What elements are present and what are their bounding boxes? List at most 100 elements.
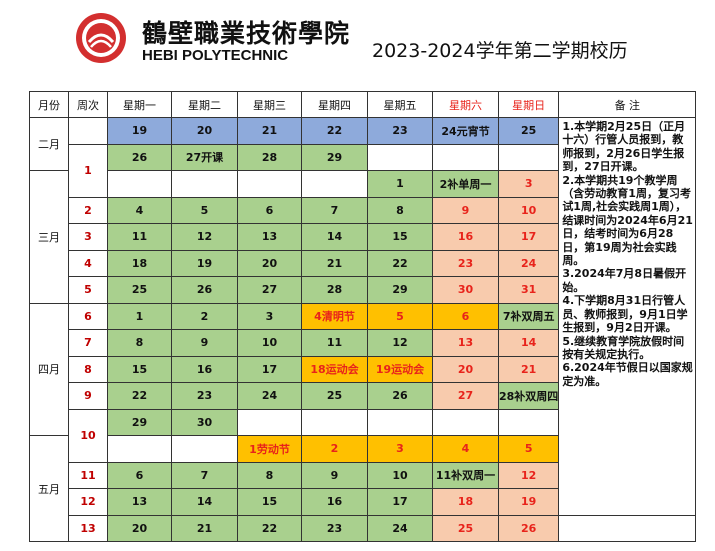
- day-cell: [433, 144, 499, 171]
- day-cell: [172, 171, 238, 198]
- day-cell: 6: [433, 303, 499, 330]
- day-cell: 10: [238, 330, 302, 357]
- day-cell: 28补双周四: [499, 383, 559, 410]
- day-cell: 23: [302, 515, 368, 542]
- week-cell: 9: [69, 383, 108, 410]
- day-cell: 29: [368, 277, 433, 304]
- week-cell: 11: [69, 462, 108, 489]
- day-cell: 24: [368, 515, 433, 542]
- day-cell: 27开课: [172, 144, 238, 171]
- day-cell: 25: [433, 515, 499, 542]
- school-emblem-icon: [75, 12, 127, 64]
- note-item: 4.下学期8月31日行管人员、教师报到，9月1日学生报到，9月2日开课。: [562, 294, 693, 334]
- day-cell: 5: [368, 303, 433, 330]
- header-row: 月份 周次 星期一 星期二 星期三 星期四 星期五 星期六 星期日 备 注: [30, 92, 696, 118]
- day-cell: [238, 409, 302, 436]
- day-cell: [302, 171, 368, 198]
- calendar-title: 2023-2024学年第二学期校历: [372, 36, 628, 63]
- week-cell: [69, 118, 108, 145]
- day-cell: 6: [108, 462, 172, 489]
- day-cell: 21: [238, 118, 302, 145]
- note-item: 5.继续教育学院放假时间按有关规定执行。: [562, 335, 693, 362]
- col-sat: 星期六: [433, 92, 499, 118]
- day-cell: 9: [172, 330, 238, 357]
- day-cell: 20: [108, 515, 172, 542]
- day-cell: 9: [433, 197, 499, 224]
- month-cell: 五月: [30, 436, 69, 542]
- day-cell: 4: [433, 436, 499, 463]
- day-cell: 25: [499, 118, 559, 145]
- day-cell: 22: [238, 515, 302, 542]
- day-cell: 12: [368, 330, 433, 357]
- day-cell: 24: [238, 383, 302, 410]
- day-cell: 7补双周五: [499, 303, 559, 330]
- day-cell: 29: [108, 409, 172, 436]
- day-cell: 28: [238, 144, 302, 171]
- day-cell: 5: [499, 436, 559, 463]
- school-name-chinese: 鶴壁職業技術學院: [142, 14, 350, 50]
- col-month: 月份: [30, 92, 69, 118]
- day-cell: [368, 144, 433, 171]
- day-cell: 19: [108, 118, 172, 145]
- col-tue: 星期二: [172, 92, 238, 118]
- day-cell: 24: [499, 250, 559, 277]
- note-item: 3.2024年7月8日暑假开始。: [562, 267, 693, 294]
- day-cell: 2补单周一: [433, 171, 499, 198]
- week-cell: 4: [69, 250, 108, 277]
- week-cell: 6: [69, 303, 108, 330]
- day-cell: 26: [368, 383, 433, 410]
- week-cell: 8: [69, 356, 108, 383]
- day-cell: 30: [433, 277, 499, 304]
- day-cell: 15: [238, 489, 302, 516]
- day-cell: 25: [302, 383, 368, 410]
- day-cell: 22: [302, 118, 368, 145]
- week-cell: 2: [69, 197, 108, 224]
- day-cell: 24元宵节: [433, 118, 499, 145]
- day-cell: 14: [499, 330, 559, 357]
- col-thu: 星期四: [302, 92, 368, 118]
- day-cell: 8: [108, 330, 172, 357]
- day-cell: 27: [433, 383, 499, 410]
- day-cell: 16: [302, 489, 368, 516]
- col-week: 周次: [69, 92, 108, 118]
- day-cell: [368, 409, 433, 436]
- day-cell: 21: [172, 515, 238, 542]
- day-cell: 14: [172, 489, 238, 516]
- day-cell: 28: [302, 277, 368, 304]
- week-cell: 13: [69, 515, 108, 542]
- notes-cell: 1.本学期2月25日（正月十六）行管人员报到，教师报到，2月26日学生报到，27…: [559, 118, 696, 516]
- day-cell: [302, 409, 368, 436]
- day-cell: 18运动会: [302, 356, 368, 383]
- day-cell: 17: [368, 489, 433, 516]
- day-cell: 2: [302, 436, 368, 463]
- day-cell: 11补双周一: [433, 462, 499, 489]
- col-fri: 星期五: [368, 92, 433, 118]
- day-cell: 30: [172, 409, 238, 436]
- week-cell: 3: [69, 224, 108, 251]
- day-cell: 29: [302, 144, 368, 171]
- day-cell: 8: [238, 462, 302, 489]
- week-cell: 12: [69, 489, 108, 516]
- month-cell: 三月: [30, 171, 69, 304]
- day-cell: 7: [172, 462, 238, 489]
- note-item: 1.本学期2月25日（正月十六）行管人员报到，教师报到，2月26日学生报到，27…: [562, 120, 693, 174]
- col-sun: 星期日: [499, 92, 559, 118]
- day-cell: 26: [172, 277, 238, 304]
- day-cell: 3: [238, 303, 302, 330]
- week-cell: 7: [69, 330, 108, 357]
- day-cell: 12: [499, 462, 559, 489]
- day-cell: 14: [302, 224, 368, 251]
- day-cell: 18: [108, 250, 172, 277]
- day-cell: 23: [172, 383, 238, 410]
- day-cell: 12: [172, 224, 238, 251]
- day-cell: [499, 409, 559, 436]
- col-wed: 星期三: [238, 92, 302, 118]
- day-cell: 13: [108, 489, 172, 516]
- day-cell: 20: [238, 250, 302, 277]
- day-cell: 4: [108, 197, 172, 224]
- month-cell: 四月: [30, 303, 69, 436]
- day-cell: 15: [368, 224, 433, 251]
- day-cell: 17: [238, 356, 302, 383]
- day-cell: 20: [172, 118, 238, 145]
- day-cell: 11: [108, 224, 172, 251]
